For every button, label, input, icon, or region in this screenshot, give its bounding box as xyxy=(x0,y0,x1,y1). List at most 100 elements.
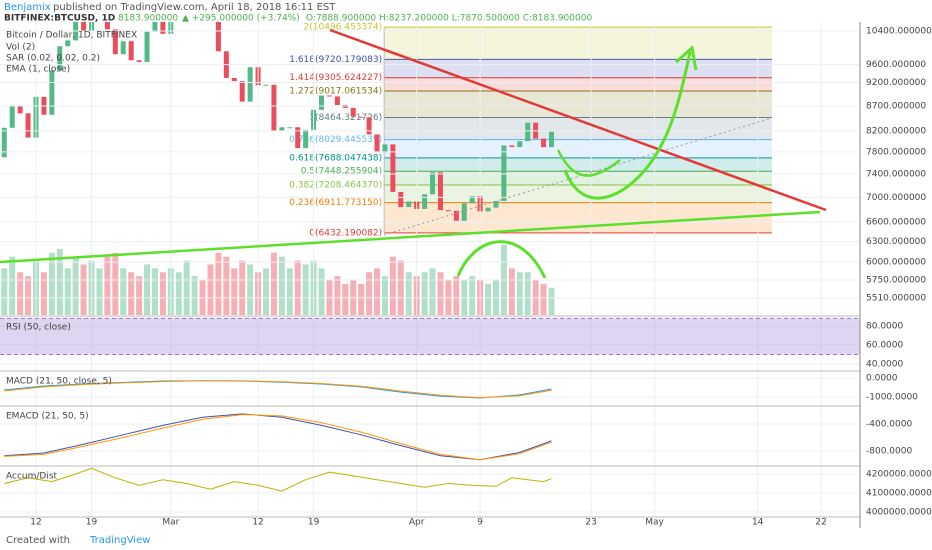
candle xyxy=(334,96,340,106)
fib-label: 1(8464.321726) xyxy=(309,113,382,123)
indicator-line xyxy=(4,380,552,399)
publisher[interactable]: Benjamix xyxy=(4,2,51,13)
volume-bar xyxy=(366,272,373,315)
candle xyxy=(1,127,7,158)
x-tick-label: 14 xyxy=(752,518,764,528)
y-tick-label: 0.0000 xyxy=(866,373,898,383)
candle xyxy=(422,194,428,209)
panels: 0(6432.190082) 0.236(6911.773150) 0.382(72… xyxy=(0,22,932,528)
volume-bar xyxy=(469,276,476,315)
published: published on TradingView.com, April 18, … xyxy=(53,2,336,13)
volume-bar xyxy=(358,283,365,315)
fib-label: 0.5(7448.255904) xyxy=(301,167,382,177)
candle xyxy=(81,22,87,32)
candle xyxy=(160,22,166,34)
volume-bar xyxy=(191,276,198,315)
volume-bar xyxy=(524,272,531,315)
volume-bar xyxy=(1,268,8,315)
fib-label: 0.382(7208.464370) xyxy=(289,180,382,190)
candle xyxy=(215,22,221,52)
candle xyxy=(541,138,547,148)
candle xyxy=(144,31,150,63)
volume-bar xyxy=(151,268,158,315)
brand[interactable]: TradingView xyxy=(89,535,150,546)
volume-bar xyxy=(342,283,349,315)
candle xyxy=(9,105,15,128)
candle xyxy=(374,134,380,153)
fib-label: 0(6432.190082) xyxy=(309,228,382,238)
x-tick-label: 19 xyxy=(86,518,98,528)
candle xyxy=(57,46,63,71)
volume-bar xyxy=(72,256,79,315)
fib-band xyxy=(384,171,772,185)
fib-label: 1.414(9305.624227) xyxy=(289,73,382,83)
volume-bar xyxy=(128,272,135,315)
y-tick-label: 40.0000 xyxy=(866,360,903,370)
y-tick-label: 10400.000000 xyxy=(866,26,932,36)
indicator-line xyxy=(4,467,552,492)
candle xyxy=(398,191,404,208)
candle xyxy=(65,40,71,47)
candle xyxy=(485,207,491,212)
candle xyxy=(104,22,110,30)
x-tick-label: 22 xyxy=(815,518,826,528)
volume-bar xyxy=(64,268,71,315)
candle xyxy=(493,200,499,208)
fib-band xyxy=(384,90,772,118)
candle xyxy=(390,144,396,192)
change: ▲ +295.000000 (+3.74%) xyxy=(182,14,300,24)
candle xyxy=(112,29,118,55)
indicator-label: SAR (0.02, 0.02, 0.2) xyxy=(6,54,100,64)
y-tick-label: 4200000.0000 xyxy=(866,469,932,479)
volume-bar xyxy=(144,264,151,315)
volume-bar xyxy=(207,264,214,315)
volume-bar xyxy=(286,268,293,315)
candle xyxy=(136,60,142,63)
indicator-label: EMA (1, close) xyxy=(6,65,70,75)
volume-bar xyxy=(381,276,388,315)
support-line xyxy=(0,210,821,264)
arrow xyxy=(563,51,692,200)
candle xyxy=(49,70,55,115)
panel-title: RSI (50, close) xyxy=(6,323,71,333)
volume-bar xyxy=(40,272,47,315)
volume-bar xyxy=(231,268,238,315)
candle xyxy=(120,41,126,55)
fib-band xyxy=(384,59,772,78)
candle xyxy=(509,145,515,148)
y-tick-label: 4000000.0000 xyxy=(866,507,932,517)
volume-bar xyxy=(397,260,404,315)
volume-bar xyxy=(334,276,341,315)
x-tick-label: 19 xyxy=(308,518,320,528)
candle xyxy=(271,84,277,131)
candle xyxy=(445,210,451,212)
x-tick-label: 12 xyxy=(252,518,263,528)
candle xyxy=(437,172,443,211)
fib-label: 0.618(7688.047438) xyxy=(289,153,382,163)
y-tick-label: 60.0000 xyxy=(866,340,903,350)
candle xyxy=(469,196,475,204)
volume-bar xyxy=(429,268,436,315)
candle xyxy=(287,127,293,129)
fib-band xyxy=(384,139,772,158)
candle xyxy=(319,95,325,110)
curve xyxy=(556,149,621,177)
y-tick-label: -1000.0000 xyxy=(866,393,918,403)
volume-bar xyxy=(25,276,32,315)
volume-bar xyxy=(183,260,190,315)
candle xyxy=(350,107,356,117)
y-tick-label: 9200.000000 xyxy=(866,78,926,88)
panel-title: EMACD (21, 50, 5) xyxy=(6,412,89,422)
volume-bar xyxy=(56,248,63,315)
y-tick-label: -800.0000 xyxy=(866,447,912,457)
candle xyxy=(326,95,332,97)
main-plot: 0(6432.190082) 0.236(6911.773150) 0.382(72… xyxy=(1,22,772,315)
y-tick-label: 8200.000000 xyxy=(866,126,926,136)
volume-arc xyxy=(456,240,547,279)
candle xyxy=(517,141,523,148)
y-tick-label: 80.0000 xyxy=(866,321,903,331)
candle xyxy=(279,127,285,131)
y-tick-label: 4100000.0000 xyxy=(866,488,932,498)
drawings xyxy=(0,28,827,279)
